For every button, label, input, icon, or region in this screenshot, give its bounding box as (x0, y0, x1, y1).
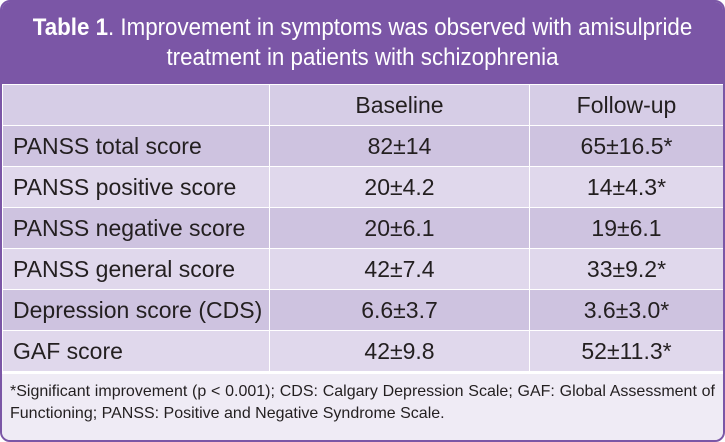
table-title: Table 1. Improvement in symptoms was obs… (2, 2, 723, 84)
row-label: GAF score (3, 331, 270, 372)
table-row: PANSS general score 42±7.4 33±9.2* (3, 249, 724, 290)
row-baseline: 6.6±3.7 (270, 290, 530, 331)
row-followup: 19±6.1 (530, 208, 724, 249)
header-followup: Follow-up (530, 85, 724, 126)
row-baseline: 42±7.4 (270, 249, 530, 290)
table-footnote: *Significant improvement (p < 0.001); CD… (2, 372, 723, 442)
row-baseline: 20±6.1 (270, 208, 530, 249)
row-label: PANSS total score (3, 126, 270, 167)
row-label: PANSS general score (3, 249, 270, 290)
row-label: PANSS positive score (3, 167, 270, 208)
row-followup: 65±16.5* (530, 126, 724, 167)
row-baseline: 42±9.8 (270, 331, 530, 372)
row-followup: 52±11.3* (530, 331, 724, 372)
table-header-row: Baseline Follow-up (3, 85, 724, 126)
title-line-1: Table 1. Improvement in symptoms was obs… (27, 13, 698, 43)
title-prefix: Table 1 (33, 14, 108, 41)
table-row: GAF score 42±9.8 52±11.3* (3, 331, 724, 372)
row-baseline: 82±14 (270, 126, 530, 167)
header-baseline: Baseline (270, 85, 530, 126)
data-table: Baseline Follow-up PANSS total score 82±… (2, 84, 724, 372)
header-empty-cell (3, 85, 270, 126)
title-line-1-text: . Improvement in symptoms was observed w… (108, 14, 692, 41)
table-row: PANSS negative score 20±6.1 19±6.1 (3, 208, 724, 249)
table-row: PANSS total score 82±14 65±16.5* (3, 126, 724, 167)
row-baseline: 20±4.2 (270, 167, 530, 208)
table-row: PANSS positive score 20±4.2 14±4.3* (3, 167, 724, 208)
row-label: Depression score (CDS) (3, 290, 270, 331)
row-followup: 14±4.3* (530, 167, 724, 208)
row-followup: 33±9.2* (530, 249, 724, 290)
table-row: Depression score (CDS) 6.6±3.7 3.6±3.0* (3, 290, 724, 331)
row-label: PANSS negative score (3, 208, 270, 249)
row-followup: 3.6±3.0* (530, 290, 724, 331)
title-line-2: treatment in patients with schizophrenia (27, 43, 698, 73)
